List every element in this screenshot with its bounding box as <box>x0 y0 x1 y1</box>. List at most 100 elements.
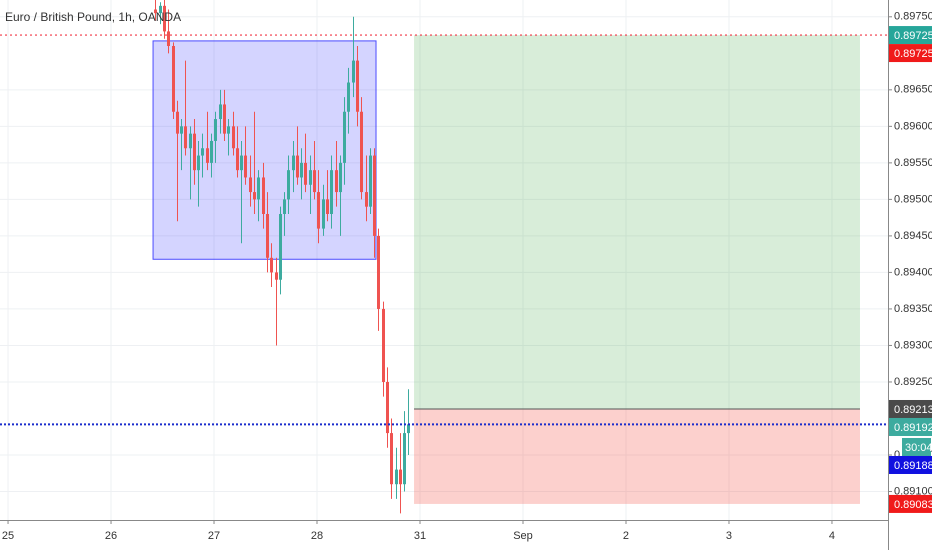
candle-body <box>227 126 230 134</box>
candle-body <box>304 162 307 185</box>
candle-body <box>339 162 342 193</box>
candle-body <box>270 257 273 273</box>
candle-body <box>193 133 196 171</box>
price-label: 0.89192 <box>894 422 932 434</box>
y-tick-label: 0.89750 <box>894 11 932 23</box>
candles <box>154 0 410 514</box>
price-label-box <box>889 44 932 63</box>
price-label-box <box>889 494 932 513</box>
y-tick-label: 0.89400 <box>894 266 932 278</box>
candle-body <box>356 60 359 112</box>
loss-zone <box>414 408 860 504</box>
candle-body <box>184 126 187 149</box>
candle-body <box>377 235 380 309</box>
candle-body <box>382 308 385 382</box>
candle-body <box>365 192 368 207</box>
x-tick-label: 26 <box>105 530 117 542</box>
candle-body <box>189 133 192 149</box>
price-label-box <box>889 399 932 418</box>
candle-body <box>180 126 183 134</box>
candle-body <box>214 119 217 141</box>
y-tick-label: 0.89300 <box>894 339 932 351</box>
candle-body <box>249 177 252 193</box>
grid <box>0 0 888 520</box>
candle-body <box>386 381 389 434</box>
x-tick-label: 28 <box>311 530 323 542</box>
candle-body <box>360 111 363 193</box>
candle-body <box>407 424 410 434</box>
candle-body <box>172 46 175 112</box>
candle-body <box>240 155 243 171</box>
candle-body <box>313 170 316 193</box>
candle-body <box>244 155 247 178</box>
candle-body <box>223 104 226 134</box>
price-label: 0.89083 <box>894 499 932 511</box>
candle-body <box>369 155 372 207</box>
candle-body <box>395 469 398 485</box>
candle-body <box>163 5 166 32</box>
candle-body <box>236 148 239 171</box>
price-label: 0.89188 <box>894 460 932 472</box>
y-tick-label: 0.89600 <box>894 120 932 132</box>
candle-body <box>317 192 320 229</box>
price-label: 0.89725 <box>894 48 932 60</box>
candle-body <box>292 155 295 171</box>
candle-body <box>390 433 393 485</box>
candle-body <box>326 199 329 214</box>
price-label: 0.89213 <box>894 404 932 416</box>
y-tick-label: 0.89350 <box>894 303 932 315</box>
x-tick-label: 31 <box>414 530 426 542</box>
y-tick-label: 0.89450 <box>894 230 932 242</box>
x-tick-label: Sep <box>513 530 533 542</box>
x-tick-label: 4 <box>829 530 835 542</box>
rectangle-drawing <box>152 40 377 260</box>
chart-title: Euro / British Pound, 1h, OANDA <box>5 10 181 24</box>
candle-body <box>201 148 204 156</box>
price-label-box <box>889 455 932 474</box>
price-label-box <box>889 417 932 436</box>
candle-body <box>197 155 200 171</box>
candle-body <box>232 126 235 149</box>
candle-body <box>403 433 406 485</box>
candle-body <box>287 170 290 200</box>
candle-body <box>167 31 170 47</box>
candle-body <box>253 192 256 200</box>
y-tick-label: 0.89550 <box>894 157 932 169</box>
x-tick-label: 2 <box>623 530 629 542</box>
candle-body <box>300 162 303 178</box>
candle-body <box>352 60 355 83</box>
candle-body <box>279 213 282 280</box>
candle-body <box>159 5 162 14</box>
x-tick-label: 25 <box>2 530 14 542</box>
candle-body <box>335 170 338 193</box>
overlay <box>0 34 888 426</box>
candle-body <box>343 111 346 163</box>
candle-body <box>309 170 312 185</box>
candle-body <box>330 170 333 214</box>
candle-body <box>210 140 213 163</box>
y-tick-label: 0.89650 <box>894 84 932 96</box>
y-tick-label: 0.89100 <box>894 485 932 497</box>
candle-body <box>347 82 350 112</box>
countdown-box <box>902 437 931 456</box>
candle-body <box>206 148 209 163</box>
candle-body <box>399 469 402 485</box>
candle-body <box>283 199 286 214</box>
price-label-box <box>889 26 932 45</box>
y-tick-label: 0.89500 <box>894 193 932 205</box>
candle-body <box>154 9 157 14</box>
x-tick-label: 3 <box>726 530 732 542</box>
candle-body <box>266 213 269 258</box>
x-tick-label: 27 <box>208 530 220 542</box>
candle-body <box>262 177 265 214</box>
candle-body <box>373 155 376 236</box>
price-label: 0.89725 <box>894 30 932 42</box>
candle-body <box>322 199 325 229</box>
candle-body <box>176 111 179 134</box>
candle-body <box>296 155 299 178</box>
candle-body <box>275 272 278 280</box>
y-tick-label: 0.89250 <box>894 376 932 388</box>
